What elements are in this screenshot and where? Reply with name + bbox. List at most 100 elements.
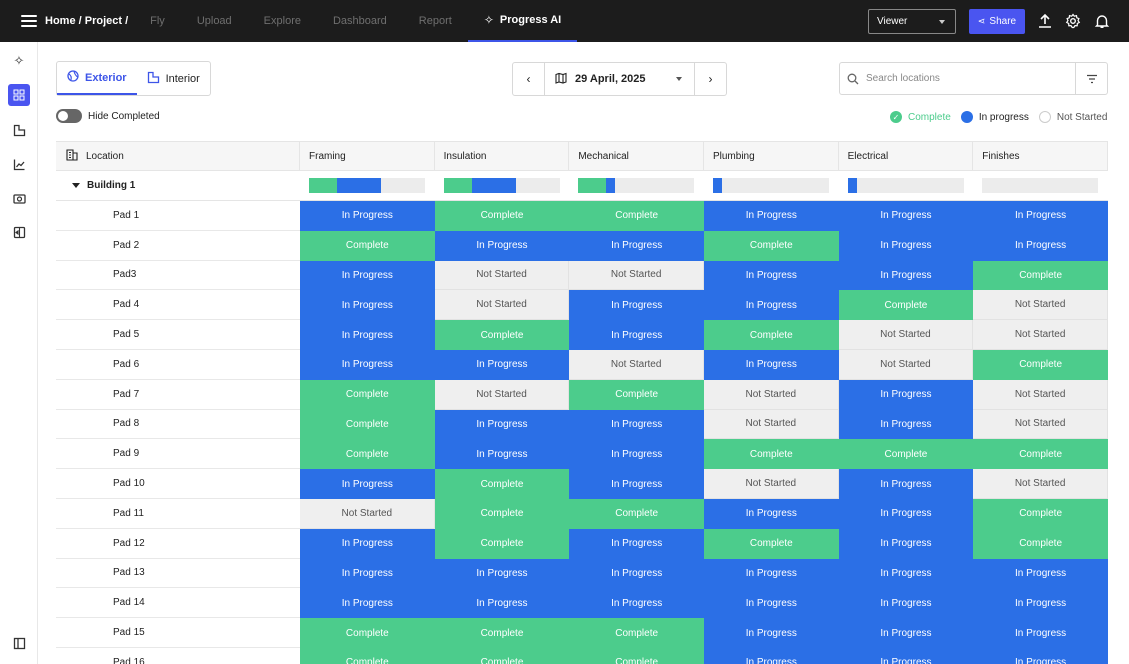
status-cell[interactable]: Not Started (434, 260, 570, 291)
status-cell[interactable]: Complete (434, 618, 570, 648)
status-cell[interactable]: In Progress (300, 588, 435, 619)
status-cell[interactable]: Not Started (838, 320, 974, 350)
status-cell[interactable]: Not Started (703, 409, 839, 440)
status-cell[interactable]: Complete (300, 409, 435, 440)
status-cell[interactable]: In Progress (300, 290, 435, 321)
status-cell[interactable]: In Progress (703, 588, 839, 619)
status-cell[interactable]: Complete (434, 469, 570, 499)
status-cell[interactable]: In Progress (434, 439, 570, 470)
status-cell[interactable]: In Progress (703, 349, 839, 380)
status-cell[interactable]: In Progress (703, 260, 839, 291)
row-location-name[interactable]: Pad 9 (56, 439, 300, 470)
menu-icon[interactable] (21, 15, 37, 27)
status-cell[interactable]: In Progress (434, 409, 570, 440)
status-cell[interactable]: Not Started (973, 409, 1108, 440)
status-cell[interactable]: In Progress (300, 320, 435, 350)
status-cell[interactable]: In Progress (838, 618, 974, 648)
status-cell[interactable]: Not Started (973, 469, 1108, 499)
status-cell[interactable]: Not Started (569, 260, 704, 291)
status-cell[interactable]: In Progress (973, 230, 1108, 261)
breadcrumb[interactable]: Home / Project / (45, 15, 129, 27)
row-location-name[interactable]: Pad 2 (56, 231, 300, 261)
status-cell[interactable]: Not Started (973, 290, 1108, 321)
status-cell[interactable]: Complete (569, 201, 704, 231)
status-cell[interactable]: Complete (434, 320, 570, 350)
status-cell[interactable]: Not Started (300, 498, 435, 529)
status-cell[interactable]: In Progress (434, 230, 570, 261)
status-cell[interactable]: In Progress (569, 439, 704, 470)
status-cell[interactable]: Not Started (973, 320, 1108, 350)
row-location-name[interactable]: Pad3 (56, 261, 300, 291)
status-cell[interactable]: Not Started (703, 469, 839, 499)
status-cell[interactable]: In Progress (838, 379, 974, 410)
status-cell[interactable]: In Progress (838, 409, 974, 440)
status-cell[interactable]: Complete (569, 647, 704, 664)
status-cell[interactable]: In Progress (300, 558, 435, 589)
status-cell[interactable]: In Progress (973, 618, 1108, 648)
status-cell[interactable]: Not Started (703, 379, 839, 410)
status-cell[interactable]: Complete (569, 618, 704, 648)
status-cell[interactable]: In Progress (838, 469, 974, 499)
status-cell[interactable]: In Progress (838, 260, 974, 291)
nav-fly[interactable]: Fly (150, 15, 165, 27)
status-cell[interactable]: Complete (434, 201, 570, 231)
status-cell[interactable]: In Progress (300, 260, 435, 291)
status-cell[interactable]: Not Started (569, 349, 704, 380)
status-cell[interactable]: In Progress (434, 588, 570, 619)
status-cell[interactable]: In Progress (838, 588, 974, 619)
status-cell[interactable]: In Progress (569, 320, 704, 350)
status-cell[interactable]: Complete (300, 647, 435, 664)
status-cell[interactable]: In Progress (569, 469, 704, 499)
status-cell[interactable]: In Progress (300, 201, 435, 231)
status-cell[interactable]: In Progress (300, 528, 435, 559)
floorplan-icon[interactable] (8, 119, 30, 141)
status-cell[interactable]: In Progress (838, 498, 974, 529)
camera-icon[interactable] (8, 187, 30, 209)
row-location-name[interactable]: Pad 7 (56, 380, 300, 410)
nav-upload[interactable]: Upload (196, 15, 232, 27)
status-cell[interactable]: Not Started (434, 290, 570, 321)
status-cell[interactable]: In Progress (434, 558, 570, 589)
compare-icon[interactable] (8, 221, 30, 243)
status-cell[interactable]: Complete (703, 528, 839, 559)
status-cell[interactable]: In Progress (569, 588, 704, 619)
status-cell[interactable]: Complete (973, 260, 1108, 291)
row-location-name[interactable]: Pad 10 (56, 469, 300, 499)
status-cell[interactable]: Complete (838, 290, 974, 321)
status-cell[interactable]: In Progress (973, 558, 1108, 589)
hide-completed-toggle[interactable] (56, 109, 82, 123)
row-location-name[interactable]: Pad 12 (56, 529, 300, 559)
status-cell[interactable]: In Progress (300, 469, 435, 499)
row-location-name[interactable]: Pad 16 (56, 648, 300, 664)
status-cell[interactable]: In Progress (973, 647, 1108, 664)
status-cell[interactable]: Complete (434, 647, 570, 664)
bell-icon[interactable] (1093, 12, 1111, 30)
row-location-name[interactable]: Pad 6 (56, 350, 300, 380)
status-cell[interactable]: In Progress (703, 618, 839, 648)
status-cell[interactable]: In Progress (300, 349, 435, 380)
dashboard-grid-icon[interactable] (8, 84, 30, 106)
search-input[interactable] (866, 63, 1075, 94)
status-cell[interactable]: In Progress (569, 528, 704, 559)
row-location-name[interactable]: Pad 13 (56, 559, 300, 589)
gear-icon[interactable] (1064, 12, 1082, 30)
status-cell[interactable]: Complete (703, 230, 839, 261)
status-cell[interactable]: Complete (973, 498, 1108, 529)
row-location-name[interactable]: Pad 8 (56, 410, 300, 440)
status-cell[interactable]: In Progress (434, 349, 570, 380)
status-cell[interactable]: Complete (300, 439, 435, 470)
row-location-name[interactable]: Pad 15 (56, 618, 300, 648)
status-cell[interactable]: In Progress (703, 558, 839, 589)
status-cell[interactable]: In Progress (838, 528, 974, 559)
status-cell[interactable]: In Progress (569, 558, 704, 589)
status-cell[interactable]: In Progress (703, 647, 839, 664)
status-cell[interactable]: Complete (434, 498, 570, 529)
status-cell[interactable]: In Progress (569, 409, 704, 440)
nav-report[interactable]: Report (418, 15, 452, 27)
chart-icon[interactable] (8, 153, 30, 175)
filter-icon[interactable] (1075, 63, 1107, 94)
date-select[interactable]: 29 April, 2025 (545, 63, 694, 95)
nav-dashboard[interactable]: Dashboard (332, 15, 387, 27)
sparkle-icon[interactable]: ✧ (13, 53, 25, 68)
status-cell[interactable]: In Progress (569, 230, 704, 261)
